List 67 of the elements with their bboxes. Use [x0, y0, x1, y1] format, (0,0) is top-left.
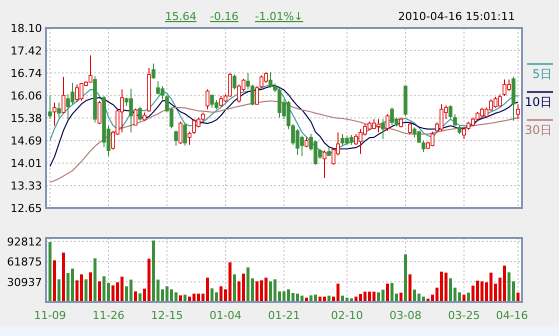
candlestick: [304, 136, 308, 148]
bar: [48, 242, 52, 302]
candlestick: [448, 104, 452, 119]
candlestick: [178, 121, 182, 144]
y-tick-label: 17.42: [10, 44, 42, 58]
candlestick: [322, 150, 326, 178]
y-tick-label: 30937: [7, 276, 42, 289]
y-tick-label: 16.06: [10, 89, 42, 102]
candlestick: [422, 140, 426, 153]
y-tick-label: 16.74: [10, 66, 42, 80]
legend-label: 10日: [524, 95, 552, 109]
candlestick: [399, 117, 403, 128]
candlestick: [48, 94, 52, 120]
candlestick: [52, 102, 56, 126]
text: 15.64: [165, 10, 196, 23]
candlestick: [138, 106, 142, 122]
candlestick: [183, 122, 187, 146]
bar: [84, 279, 88, 302]
legend-label: 30日: [524, 123, 552, 137]
x-tick-label: 11-09: [34, 309, 66, 322]
y-tick-label: 14.69: [10, 134, 42, 148]
y-tick-label: 92812: [7, 235, 42, 248]
x-tick-label: 01-21: [268, 309, 300, 322]
candlestick: [381, 118, 385, 140]
x-tick-label: 04-16: [496, 309, 528, 322]
y-tick-label: 14.01: [10, 157, 42, 170]
candlestick: [62, 76, 66, 114]
bar: [386, 284, 389, 302]
candlestick: [386, 114, 390, 132]
bar: [467, 292, 470, 302]
x-tick-label: 03-25: [448, 309, 480, 322]
candlestick: [57, 102, 61, 118]
bar: [233, 274, 236, 302]
y-tick-label: 61875: [7, 256, 42, 269]
legend-label: 5日: [532, 67, 552, 81]
candlestick: [206, 88, 210, 110]
candlestick: [152, 63, 156, 80]
candlestick: [408, 122, 412, 135]
x-tick-label: 01-04: [210, 309, 242, 322]
text: 2010-04-16 15:01:11: [398, 10, 515, 23]
text: -1.01%↓: [255, 10, 304, 23]
y-tick-label: 15.38: [10, 112, 42, 125]
candlestick: [174, 130, 178, 146]
candlestick: [188, 131, 192, 146]
x-tick-label: 03-08: [390, 309, 422, 322]
bar: [98, 281, 101, 302]
bar: [94, 258, 96, 302]
y-tick-label: 18.10: [10, 22, 42, 35]
y-tick-label: 13.33: [10, 180, 42, 193]
bar: [62, 252, 65, 302]
bar: [53, 260, 56, 302]
bar: [404, 254, 407, 302]
y-tick-label: 12.65: [10, 202, 42, 215]
candlestick: [98, 100, 102, 125]
candlestick: [255, 86, 259, 105]
text: -0.16: [210, 10, 238, 23]
candlestick: [134, 108, 138, 126]
candlestick: [453, 114, 457, 126]
x-tick-label: 02-10: [331, 309, 363, 322]
bar: [516, 292, 520, 302]
bar: [408, 274, 412, 302]
bar: [58, 279, 60, 302]
bar: [400, 292, 402, 302]
x-tick-label: 12-15: [151, 309, 183, 322]
bar: [89, 272, 92, 302]
x-tick-label: 11-26: [92, 309, 124, 322]
candlestick: [232, 74, 236, 90]
